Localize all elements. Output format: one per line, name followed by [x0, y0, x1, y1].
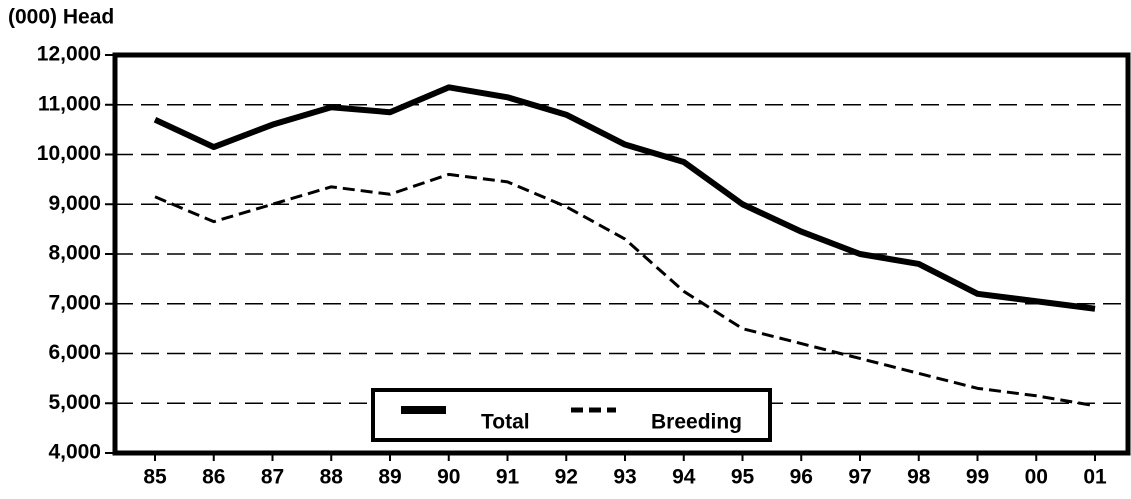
x-tick-label: 89	[378, 466, 401, 489]
x-tick-label: 85	[143, 466, 167, 489]
y-tick-label: 12,000	[37, 43, 101, 66]
x-tick-label: 00	[1025, 466, 1048, 489]
y-axis-label: (000) Head	[8, 6, 114, 29]
legend: Total Breeding	[371, 388, 772, 442]
series-line	[154, 172, 1096, 408]
legend-label: Total	[481, 411, 530, 434]
y-tick-label: 8,000	[48, 242, 101, 265]
x-tick-label: 88	[320, 466, 344, 489]
plot-frame	[112, 52, 1131, 456]
x-tick-label: 01	[1083, 466, 1107, 489]
y-tick-label: 9,000	[48, 192, 101, 215]
y-tick-label: 6,000	[48, 341, 101, 364]
x-tick-label: 93	[613, 466, 636, 489]
y-tick-label: 7,000	[48, 291, 101, 314]
x-tick-label: 94	[672, 466, 696, 489]
x-tick-label: 86	[202, 466, 225, 489]
x-tick-label: 98	[907, 466, 931, 489]
x-tick-label: 97	[848, 466, 871, 489]
x-tick-label: 90	[437, 466, 460, 489]
x-tick-label: 91	[496, 466, 520, 489]
legend-label: Breeding	[651, 411, 742, 434]
x-tick-label: 99	[966, 466, 989, 489]
y-tick-label: 11,000	[38, 92, 101, 115]
x-tick-label: 96	[790, 466, 813, 489]
legend-box	[371, 388, 772, 442]
x-tick-label: 95	[731, 466, 755, 489]
x-tick-label: 87	[261, 466, 284, 489]
series-line	[153, 84, 1096, 312]
y-tick-label: 10,000	[37, 142, 101, 165]
x-tick-label: 92	[555, 466, 578, 489]
y-tick-label: 5,000	[48, 391, 101, 414]
y-tick-label: 4,000	[48, 441, 101, 464]
